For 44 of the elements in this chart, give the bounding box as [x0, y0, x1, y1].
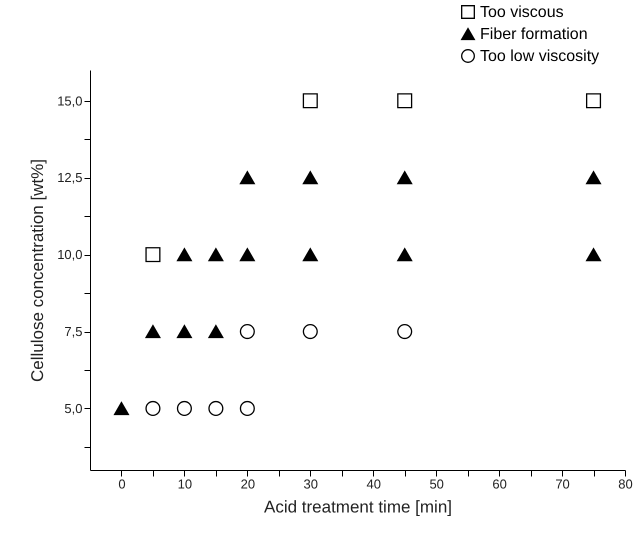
point: [208, 400, 224, 416]
x-tick-label: 50: [429, 476, 444, 492]
point: [397, 324, 412, 340]
point: [586, 248, 602, 262]
point: [208, 248, 224, 262]
point: [176, 248, 192, 262]
legend-label: Fiber formation: [480, 26, 588, 43]
point: [240, 171, 255, 184]
y-tick-label: 15,0: [57, 93, 82, 108]
point: [176, 400, 192, 416]
point: [240, 248, 255, 262]
point: [145, 247, 160, 262]
y-tick-label: 10,0: [57, 247, 82, 262]
point: [302, 171, 318, 184]
point: [176, 324, 192, 338]
y-tick-label: 5,0: [64, 400, 82, 416]
point: [302, 248, 318, 262]
point: [397, 93, 412, 108]
y-tick-label: 7,5: [64, 324, 82, 340]
point: [145, 400, 160, 416]
x-tick-label: 40: [366, 476, 381, 492]
y-axis-title: Cellulose concentration [wt%]: [28, 158, 48, 382]
point: [145, 324, 160, 338]
point: [240, 324, 255, 340]
x-axis-title: Acid treatment time [min]: [264, 498, 452, 516]
x-tick-label: 30: [304, 476, 318, 492]
point: [586, 93, 602, 108]
point: [114, 402, 130, 416]
legend-label: Too low viscosity: [480, 48, 600, 65]
legend-label: Too viscous: [480, 4, 564, 21]
point: [240, 400, 255, 416]
x-tick-label: 70: [555, 476, 570, 492]
point: [397, 171, 412, 184]
x-tick-label: 20: [240, 476, 256, 492]
x-tick-label: 10: [178, 476, 192, 492]
point: [586, 171, 602, 184]
point: [302, 93, 318, 108]
x-tick-label: 80: [618, 476, 633, 492]
x-tick-label: 60: [492, 476, 507, 492]
point: [397, 248, 412, 262]
point: [208, 324, 224, 338]
x-tick-label: 0: [118, 476, 126, 492]
y-tick-label: 12,5: [57, 170, 82, 186]
point: [302, 324, 318, 340]
